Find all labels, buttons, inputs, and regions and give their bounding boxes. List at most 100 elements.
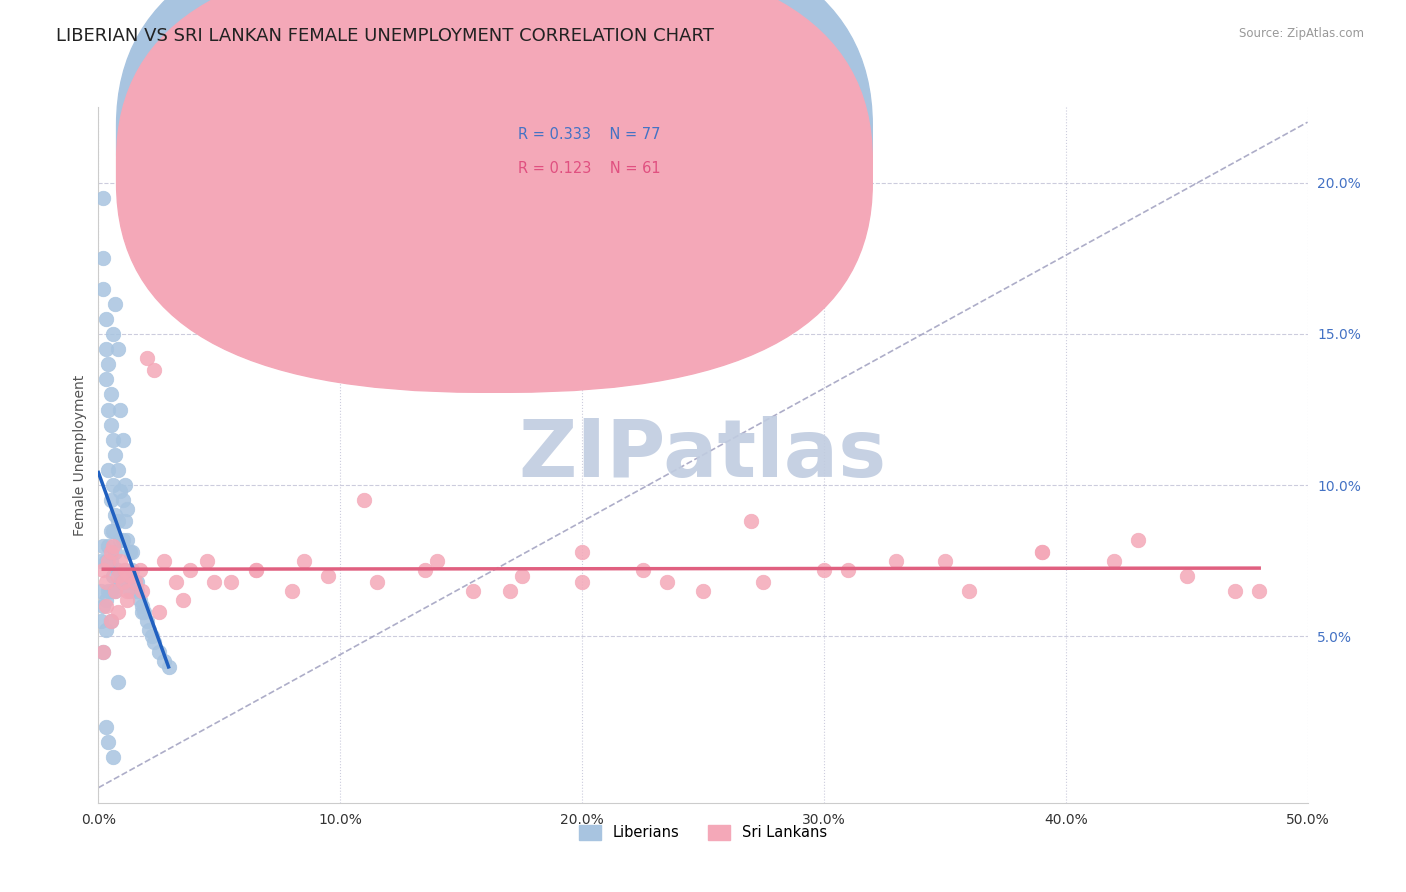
Point xyxy=(94,342,117,356)
Point xyxy=(1175,569,1198,583)
Point xyxy=(752,574,775,589)
Point xyxy=(100,493,122,508)
Point xyxy=(91,563,114,577)
Point xyxy=(107,563,129,577)
Point xyxy=(91,252,114,266)
Point xyxy=(195,554,218,568)
Point xyxy=(114,563,136,577)
Point xyxy=(104,584,127,599)
Point xyxy=(94,593,117,607)
Point xyxy=(91,191,114,205)
Point xyxy=(571,574,593,589)
Point xyxy=(117,533,139,547)
Point xyxy=(91,599,114,614)
Point xyxy=(135,615,157,629)
Point xyxy=(127,584,149,599)
Point xyxy=(121,545,143,559)
Point xyxy=(148,605,170,619)
Point xyxy=(101,750,124,764)
Point xyxy=(100,615,122,629)
Point xyxy=(152,554,174,568)
FancyBboxPatch shape xyxy=(456,111,745,204)
Point xyxy=(100,545,122,559)
Point xyxy=(837,563,859,577)
Point xyxy=(148,644,170,658)
Point xyxy=(97,402,120,417)
Point xyxy=(104,448,127,462)
Point xyxy=(118,569,141,583)
Point xyxy=(886,554,908,568)
Point xyxy=(111,533,134,547)
Point xyxy=(94,554,117,568)
Point xyxy=(118,545,141,559)
Point xyxy=(1031,545,1053,559)
Point xyxy=(97,735,120,749)
Point xyxy=(353,493,375,508)
Point xyxy=(631,563,654,577)
Point xyxy=(204,574,226,589)
Point xyxy=(813,563,835,577)
Point xyxy=(108,402,131,417)
Point xyxy=(134,605,156,619)
Point xyxy=(94,624,117,638)
Point xyxy=(108,533,131,547)
Point xyxy=(117,593,139,607)
FancyBboxPatch shape xyxy=(117,0,872,359)
Point xyxy=(426,554,449,568)
Point xyxy=(107,463,129,477)
Point xyxy=(94,599,117,614)
Point xyxy=(124,574,146,589)
Point xyxy=(94,311,117,326)
Point xyxy=(100,584,122,599)
Point xyxy=(1223,584,1246,599)
Text: R = 0.123    N = 61: R = 0.123 N = 61 xyxy=(517,161,661,176)
Point xyxy=(91,644,114,658)
Point xyxy=(127,574,149,589)
Point xyxy=(135,351,157,365)
Text: Source: ZipAtlas.com: Source: ZipAtlas.com xyxy=(1239,27,1364,40)
Point xyxy=(111,574,134,589)
Point xyxy=(104,508,127,523)
Point xyxy=(571,545,593,559)
Point xyxy=(97,539,120,553)
Point xyxy=(655,574,678,589)
Point xyxy=(498,584,520,599)
Point xyxy=(101,326,124,341)
Point xyxy=(143,635,166,649)
Point xyxy=(108,574,131,589)
Point xyxy=(111,574,134,589)
Point xyxy=(281,584,304,599)
Point xyxy=(97,584,120,599)
Point xyxy=(366,574,388,589)
Point xyxy=(94,720,117,734)
Point xyxy=(101,539,124,553)
Point xyxy=(152,654,174,668)
Point xyxy=(107,342,129,356)
Point xyxy=(172,593,194,607)
Point xyxy=(740,515,762,529)
Point xyxy=(108,484,131,499)
FancyBboxPatch shape xyxy=(117,0,872,392)
Point xyxy=(90,615,112,629)
Point xyxy=(1102,554,1125,568)
Point xyxy=(100,554,122,568)
Point xyxy=(94,372,117,386)
Text: LIBERIAN VS SRI LANKAN FEMALE UNEMPLOYMENT CORRELATION CHART: LIBERIAN VS SRI LANKAN FEMALE UNEMPLOYME… xyxy=(56,27,714,45)
Point xyxy=(131,599,153,614)
Point xyxy=(104,545,127,559)
Point xyxy=(128,563,150,577)
Point xyxy=(510,569,533,583)
Point xyxy=(114,515,136,529)
Point xyxy=(143,363,166,377)
Point xyxy=(117,584,139,599)
Point xyxy=(141,629,163,643)
Point xyxy=(128,593,150,607)
Point xyxy=(90,554,112,568)
Point xyxy=(131,584,153,599)
Point xyxy=(104,296,127,310)
Point xyxy=(121,563,143,577)
Point xyxy=(91,644,114,658)
Point xyxy=(157,659,180,673)
Legend: Liberians, Sri Lankans: Liberians, Sri Lankans xyxy=(572,818,834,847)
Text: R = 0.333    N = 77: R = 0.333 N = 77 xyxy=(517,128,661,143)
